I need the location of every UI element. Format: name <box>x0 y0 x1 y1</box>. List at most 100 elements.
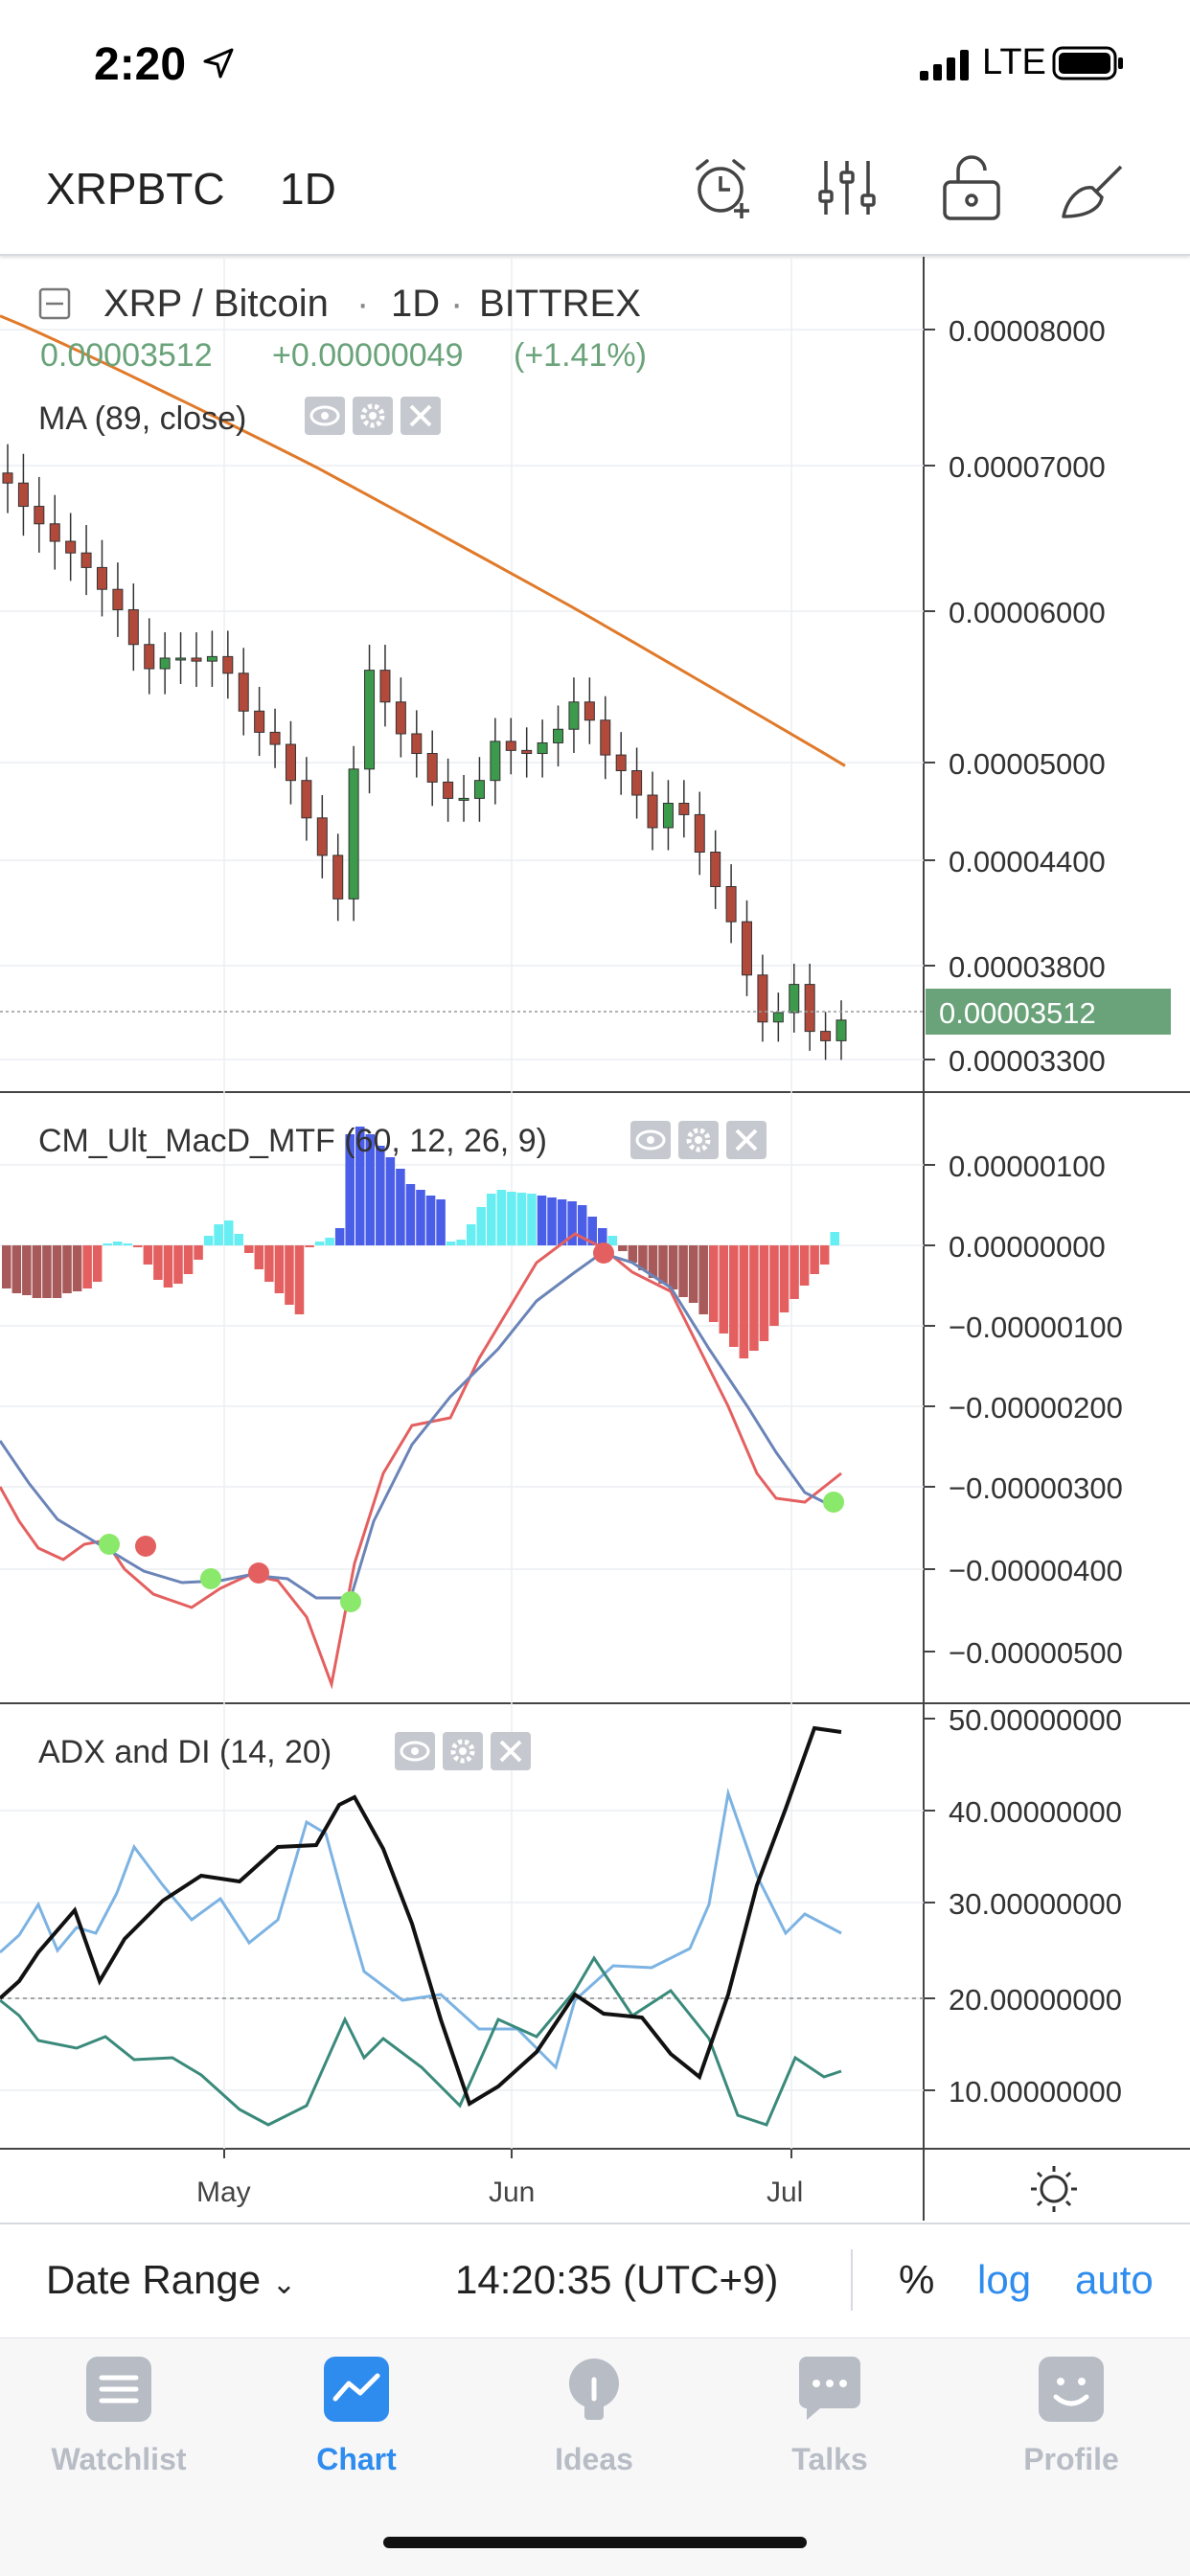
macd-study-label: CM_Ult_MacD_MTF (60, 12, 26, 9) <box>38 1123 547 1159</box>
macd-signal-line <box>0 1251 842 1600</box>
macd-axis-label: −0.00000200 <box>949 1391 1123 1425</box>
histogram-bar <box>729 1245 739 1347</box>
histogram-bar <box>244 1245 254 1253</box>
histogram-bar <box>830 1232 839 1245</box>
candle <box>112 562 124 637</box>
histogram-bar <box>769 1245 779 1326</box>
chart-area[interactable]: 0.00008000 0.00007000 0.00006000 0.00005000… <box>0 257 1190 2221</box>
percent-toggle[interactable]: % <box>899 2257 935 2302</box>
alarm-icon[interactable] <box>688 153 757 222</box>
time-axis-label: Jul <box>767 2177 803 2208</box>
histogram-bar <box>345 1134 355 1245</box>
settings-gear-icon <box>443 1732 483 1770</box>
remove-close-icon <box>491 1732 531 1770</box>
histogram-bar <box>42 1245 52 1298</box>
candle <box>458 775 469 822</box>
histogram-bar <box>264 1245 274 1282</box>
drawing-tool-icon[interactable] <box>1058 153 1127 222</box>
histogram-bar <box>739 1245 749 1358</box>
candle <box>2 444 13 513</box>
histogram-bar <box>638 1245 648 1270</box>
tab-label: Profile <box>1023 2442 1119 2476</box>
histogram-bar <box>456 1240 466 1245</box>
histogram-bar <box>254 1245 264 1269</box>
histogram-bar <box>628 1245 638 1263</box>
chevron-down-icon: ⌄ <box>271 2268 296 2300</box>
chart-settings-icon[interactable] <box>1031 2166 1077 2212</box>
chart-icon <box>324 2357 389 2422</box>
di-plus-line <box>0 1788 842 2070</box>
cross-marker <box>593 1242 614 1264</box>
candle <box>757 954 768 1042</box>
histogram-bar <box>376 1146 385 1245</box>
histogram-bar <box>527 1194 537 1245</box>
cross-marker <box>340 1591 361 1612</box>
histogram-bar <box>223 1220 234 1245</box>
settings-gear-icon <box>678 1121 719 1159</box>
histogram-bar <box>607 1236 618 1245</box>
exchange-name: BITTREX <box>479 283 641 325</box>
home-indicator <box>383 2537 807 2548</box>
candle <box>490 718 501 805</box>
histogram-bar <box>72 1245 82 1291</box>
dot-sep-1: · <box>356 283 369 325</box>
histogram-bar <box>355 1127 365 1245</box>
histogram-bar <box>537 1196 547 1245</box>
candlestick-series <box>2 444 847 1060</box>
tab-ideas[interactable]: Ideas <box>489 2355 699 2489</box>
indicators-icon[interactable] <box>812 153 881 222</box>
log-toggle[interactable]: log <box>977 2257 1032 2302</box>
histogram-bar <box>810 1245 819 1274</box>
profile-icon <box>1039 2357 1104 2422</box>
candle <box>789 963 800 1033</box>
auto-toggle[interactable]: auto <box>1075 2257 1154 2302</box>
histogram-bar <box>416 1190 425 1245</box>
candle <box>568 677 580 753</box>
tab-label: Chart <box>316 2442 397 2476</box>
interval-selector[interactable]: 1D <box>280 164 336 214</box>
candle <box>742 900 753 996</box>
tab-label: Watchlist <box>51 2442 187 2476</box>
candle <box>553 705 564 767</box>
date-range-label: Date Range <box>46 2257 262 2302</box>
histogram-bar <box>819 1245 830 1265</box>
tab-watchlist[interactable]: Watchlist <box>13 2355 224 2489</box>
lock-icon[interactable] <box>937 153 1006 222</box>
histogram-bar <box>567 1201 577 1245</box>
histogram-bar <box>314 1242 325 1245</box>
histogram-bar <box>365 1134 376 1245</box>
candle <box>379 645 391 727</box>
candle <box>505 718 516 775</box>
candle <box>159 632 171 695</box>
histogram-bar <box>153 1245 163 1280</box>
ma-89-line <box>0 314 846 767</box>
histogram-bar <box>305 1245 314 1247</box>
tab-chart[interactable]: Chart <box>251 2355 462 2489</box>
tab-profile[interactable]: Profile <box>966 2355 1177 2489</box>
histogram-bar <box>183 1245 194 1274</box>
candle <box>772 992 784 1042</box>
histogram-bar <box>123 1243 133 1245</box>
date-range-button[interactable]: Date Range ⌄ <box>46 2257 296 2303</box>
adx-axis-label: 30.00000000 <box>949 1887 1122 1921</box>
tab-talks[interactable]: Talks <box>724 2355 935 2489</box>
candle <box>710 830 721 909</box>
histogram-bar <box>32 1245 42 1298</box>
macd-axis-label: −0.00000400 <box>949 1554 1123 1587</box>
adx-axis-label: 10.00000000 <box>949 2075 1122 2109</box>
cross-marker <box>135 1536 156 1557</box>
histogram-bar <box>779 1245 790 1312</box>
macd-cross-markers <box>99 1242 844 1612</box>
symbol-selector[interactable]: XRPBTC <box>46 164 225 214</box>
status-time: 2:20 <box>94 39 187 90</box>
time-axis-label: Jun <box>489 2177 535 2208</box>
candle <box>411 710 423 778</box>
cell-signal-icon <box>920 50 969 80</box>
histogram-bar <box>103 1243 112 1245</box>
candle <box>316 795 328 878</box>
chart-clock[interactable]: 14:20:35 (UTC+9) <box>455 2257 779 2302</box>
candle <box>80 525 92 596</box>
adx-axis-label: 20.00000000 <box>949 1983 1122 2017</box>
candle <box>49 494 60 570</box>
chart-canvas[interactable]: 0.00008000 0.00007000 0.00006000 0.00005000… <box>0 257 1190 2221</box>
